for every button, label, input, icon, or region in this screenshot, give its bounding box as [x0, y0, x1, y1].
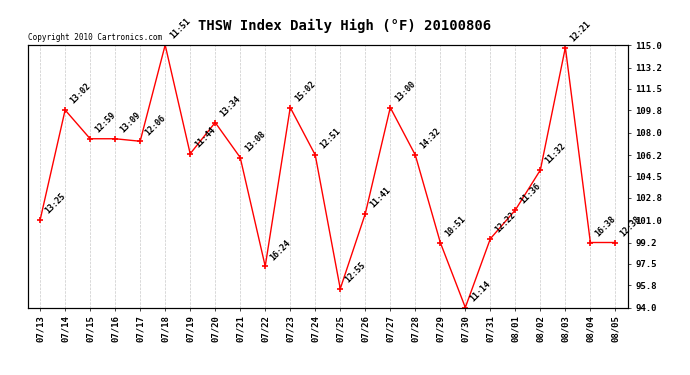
Text: 11:41: 11:41 — [368, 186, 392, 210]
Text: 11:51: 11:51 — [168, 17, 192, 41]
Text: 12:06: 12:06 — [143, 113, 167, 137]
Text: 14:32: 14:32 — [418, 127, 442, 151]
Text: 11:36: 11:36 — [518, 182, 542, 206]
Text: 10:51: 10:51 — [443, 214, 467, 238]
Text: 13:25: 13:25 — [43, 192, 67, 216]
Text: 12:22: 12:22 — [493, 210, 517, 235]
Text: 12:51: 12:51 — [318, 127, 342, 151]
Text: 12:38: 12:38 — [618, 214, 642, 238]
Text: 15:02: 15:02 — [293, 79, 317, 104]
Text: THSW Index Daily High (°F) 20100806: THSW Index Daily High (°F) 20100806 — [199, 19, 491, 33]
Text: 16:38: 16:38 — [593, 214, 617, 238]
Text: 13:02: 13:02 — [68, 82, 92, 106]
Text: 13:00: 13:00 — [393, 79, 417, 104]
Text: Copyright 2010 Cartronics.com: Copyright 2010 Cartronics.com — [28, 33, 161, 42]
Text: 13:09: 13:09 — [118, 111, 142, 135]
Text: 11:14: 11:14 — [468, 279, 492, 303]
Text: 12:55: 12:55 — [343, 261, 367, 285]
Text: 11:32: 11:32 — [543, 142, 567, 166]
Text: 12:21: 12:21 — [568, 19, 592, 44]
Text: 13:08: 13:08 — [243, 129, 267, 153]
Text: 12:59: 12:59 — [93, 111, 117, 135]
Text: 13:34: 13:34 — [218, 94, 242, 118]
Text: 11:44: 11:44 — [193, 126, 217, 150]
Text: 16:24: 16:24 — [268, 238, 292, 262]
